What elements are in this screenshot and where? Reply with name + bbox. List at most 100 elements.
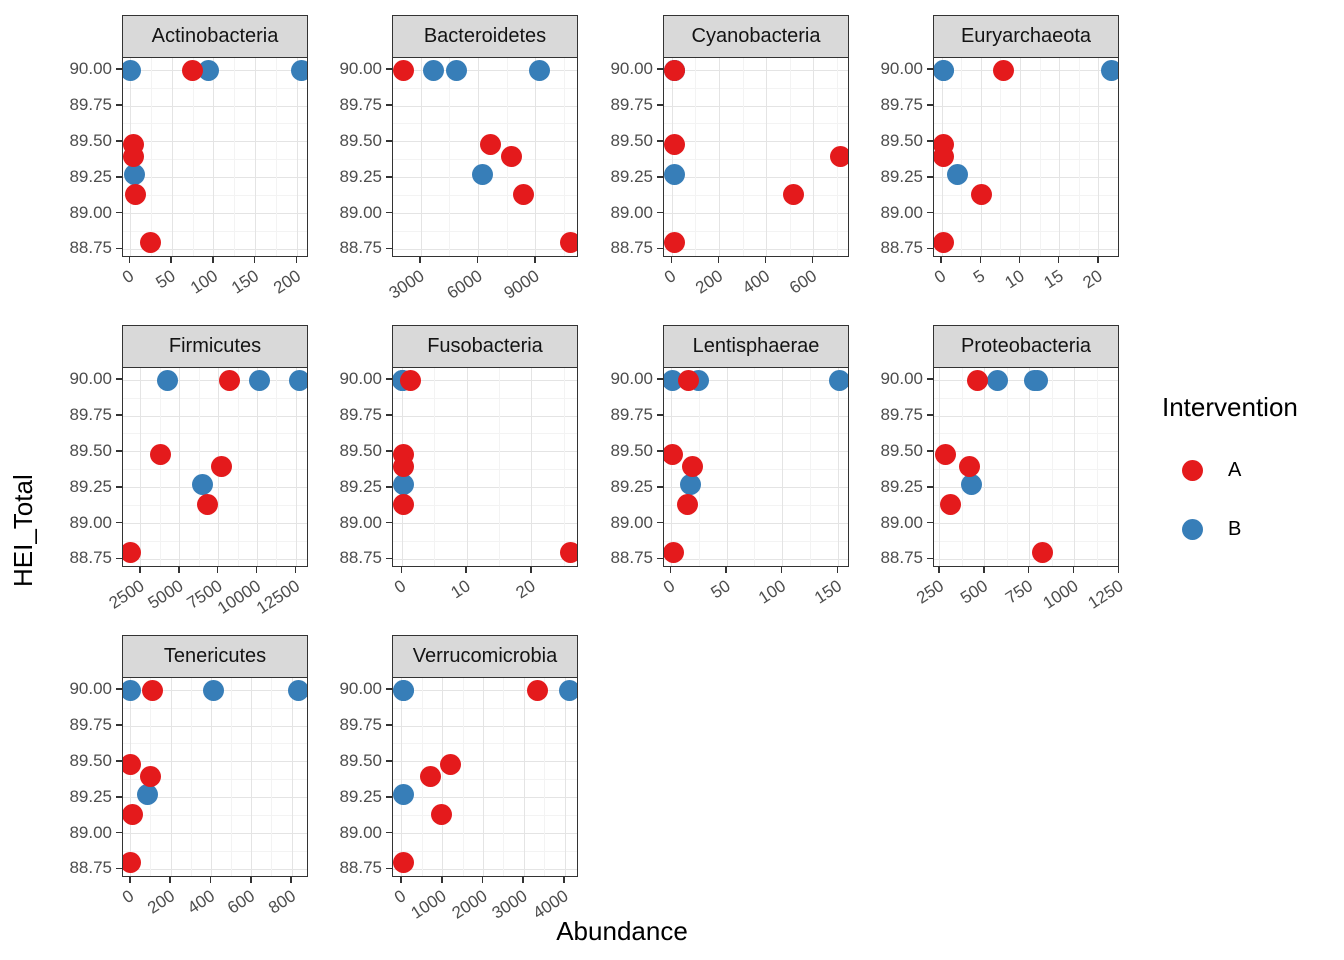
y-tick-label: 90.00: [880, 59, 923, 79]
x-tick-label: 10: [1001, 266, 1028, 293]
data-point: [140, 765, 162, 787]
gridline-minor-v: [563, 58, 565, 256]
data-point: [961, 474, 983, 496]
gridline-major-v: [213, 58, 215, 256]
y-tick-mark: [657, 140, 663, 142]
x-tick-mark: [811, 257, 814, 263]
y-tick-label: 89.50: [69, 130, 112, 150]
y-tick-label: 89.25: [610, 166, 653, 186]
data-point: [678, 369, 700, 391]
y-tick-label: 89.00: [339, 512, 382, 532]
gridline-major-h: [393, 558, 577, 560]
gridline-minor-v: [1006, 368, 1008, 566]
gridline-minor-v: [1039, 58, 1041, 256]
y-tick-mark: [116, 450, 122, 452]
data-point: [681, 455, 703, 477]
gridline-minor-h: [393, 505, 577, 507]
data-point: [946, 164, 968, 186]
y-tick-mark: [386, 104, 392, 106]
gridline-major-h: [123, 177, 307, 179]
gridline-minor-h: [664, 230, 848, 232]
x-tick-label: 0: [390, 886, 409, 908]
gridline-minor-h: [123, 123, 307, 125]
y-tick-label: 88.75: [339, 238, 382, 258]
gridline-major-v: [170, 678, 172, 876]
gridline-major-h: [393, 868, 577, 870]
gridline-major-v: [483, 678, 484, 876]
data-point: [125, 184, 146, 206]
x-tick-mark: [836, 567, 839, 573]
gridline-major-h: [934, 451, 1118, 453]
y-tick-label: 89.00: [69, 822, 112, 842]
y-tick-mark: [927, 450, 933, 452]
gridline-minor-v: [809, 368, 811, 566]
y-tick-label: 90.00: [339, 679, 382, 699]
gridline-major-h: [934, 141, 1118, 143]
facet-strip-label: Euryarchaeota: [960, 25, 1092, 47]
gridline-major-h: [393, 487, 577, 489]
data-point: [393, 494, 415, 516]
gridline-major-v: [466, 368, 468, 566]
x-tick-label: 0: [930, 266, 950, 288]
x-tick-mark: [178, 567, 180, 573]
gridline-major-h: [393, 797, 577, 799]
x-tick-label: 200: [269, 266, 305, 298]
gridline-major-h: [123, 105, 307, 107]
x-axis-title: Abundance: [556, 916, 688, 946]
facet-actinobacteria: Actinobacteria 90.00 89.75 89.50 89.25 89.00 8…: [44, 15, 308, 345]
x-tick-label: 15: [1040, 266, 1067, 293]
facet-strip: Fusobacteria: [392, 325, 578, 367]
data-point: [393, 851, 414, 873]
gridline-major-v: [726, 368, 728, 566]
gridline-major-h: [123, 213, 307, 215]
data-point: [970, 184, 992, 206]
gridline-minor-v: [498, 368, 500, 566]
gridline-major-h: [393, 415, 577, 417]
gridline-minor-v: [789, 58, 791, 256]
data-point: [123, 754, 142, 776]
facet-strip: Lentisphaerae: [663, 325, 849, 367]
gridline-major-v: [980, 58, 982, 256]
gridline-major-v: [1020, 58, 1022, 256]
data-point: [137, 784, 158, 806]
y-tick-mark: [386, 450, 392, 452]
gridline-minor-h: [123, 195, 307, 197]
y-tick-mark: [657, 521, 663, 524]
legend-key-a-icon: [1182, 460, 1203, 481]
gridline-minor-h: [123, 850, 307, 852]
data-point: [123, 145, 145, 167]
facet-verrucomicrobia: Verrucomicrobia 90.00 89.75 89.50 89.25 89.00…: [314, 635, 578, 960]
x-tick-mark: [979, 257, 982, 263]
gridline-minor-v: [544, 678, 546, 876]
gridline-major-h: [123, 868, 307, 870]
gridline-minor-h: [123, 159, 307, 161]
y-tick-mark: [927, 378, 933, 380]
data-point: [123, 851, 142, 873]
gridline-major-h: [393, 725, 577, 727]
data-point: [676, 494, 698, 516]
gridline-major-h: [664, 105, 848, 107]
facet-panel: [122, 57, 308, 257]
x-tick-label: 400: [184, 886, 219, 918]
data-point: [664, 369, 683, 391]
y-tick-label: 89.75: [69, 715, 112, 735]
data-point: [123, 679, 142, 701]
gridline-minor-h: [393, 123, 577, 125]
gridline-minor-h: [123, 397, 307, 399]
gridline-minor-h: [393, 397, 577, 399]
facet-cyanobacteria: Cyanobacteria 90.00 89.75 89.50 89.25 89.00 88…: [585, 15, 849, 345]
x-tick-mark: [255, 567, 258, 573]
gridline-major-v: [939, 368, 941, 566]
data-point: [829, 369, 848, 391]
gridline-minor-v: [462, 678, 464, 876]
x-tick-label: 500: [957, 576, 992, 608]
y-tick-mark: [116, 557, 122, 560]
gridline-major-v: [420, 58, 422, 256]
gridline-major-h: [934, 105, 1118, 107]
y-tick-mark: [386, 140, 392, 142]
data-point: [123, 59, 142, 81]
data-point: [992, 59, 1014, 81]
facet-panel: [392, 367, 578, 567]
y-tick-mark: [116, 175, 122, 178]
